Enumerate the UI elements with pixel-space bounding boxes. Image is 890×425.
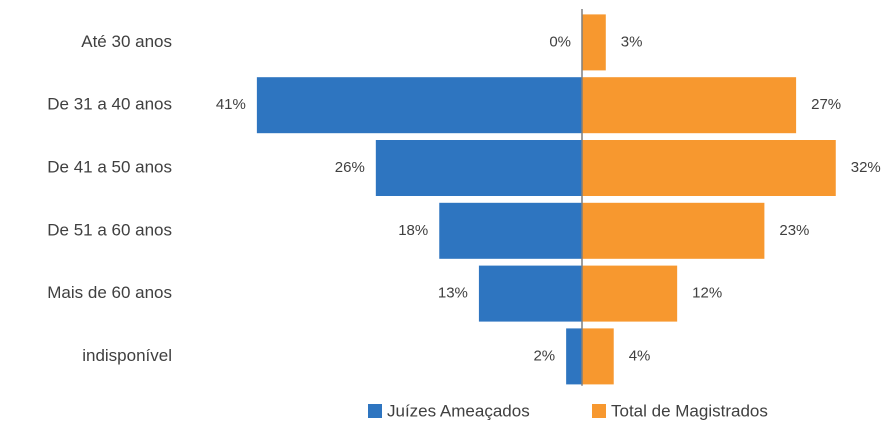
value-label: 2% (533, 347, 555, 364)
legend-label: Juízes Ameaçados (387, 401, 530, 420)
value-label: 0% (549, 33, 571, 50)
category-label: Até 30 anos (81, 32, 172, 51)
bar (439, 202, 582, 259)
value-label: 3% (621, 33, 643, 50)
value-label: 13% (438, 285, 468, 302)
value-label: 26% (335, 159, 365, 176)
category-label: indisponível (82, 346, 172, 365)
value-label: 4% (629, 347, 651, 364)
bar (256, 77, 582, 134)
bar (566, 328, 582, 385)
category-label: Mais de 60 anos (47, 283, 172, 302)
legend-label: Total de Magistrados (611, 401, 768, 420)
bar (582, 265, 678, 322)
value-label: 23% (779, 222, 809, 239)
bar (478, 265, 582, 322)
value-label: 41% (216, 96, 246, 113)
bar (582, 77, 797, 134)
category-label: De 51 a 60 anos (47, 220, 172, 239)
legend-swatch (368, 404, 382, 418)
value-label: 27% (811, 96, 841, 113)
legend-swatch (592, 404, 606, 418)
bar (582, 202, 765, 259)
bar (375, 140, 582, 196)
value-label: 12% (692, 285, 722, 302)
category-label: De 41 a 50 anos (47, 157, 172, 176)
category-label: De 31 a 40 anos (47, 95, 172, 114)
bar (582, 14, 606, 71)
bar (582, 140, 836, 196)
value-label: 32% (851, 159, 881, 176)
value-label: 18% (398, 222, 428, 239)
bar (582, 328, 614, 385)
